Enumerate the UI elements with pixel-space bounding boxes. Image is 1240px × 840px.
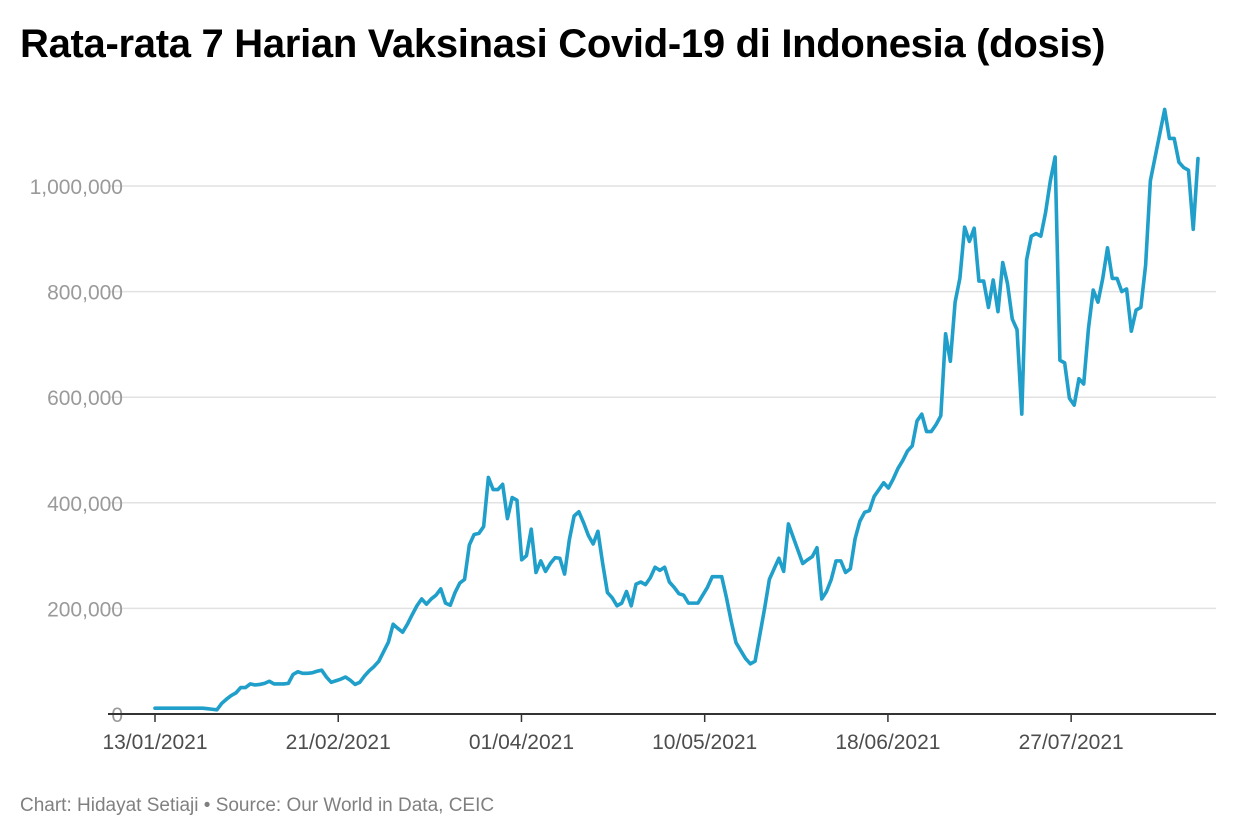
y-axis-ticks: 0 200,000 400,000 600,000 800,000 1,000,000: [30, 176, 123, 727]
y-tick-label: 600,000: [47, 387, 123, 410]
line-chart: 0 200,000 400,000 600,000 800,000 1,000,000 1…: [30, 107, 1216, 754]
chart-title: Rata-rata 7 Harian Vaksinasi Covid-19 di…: [20, 22, 1106, 66]
x-tick-label: 01/04/2021: [469, 731, 574, 754]
x-axis-ticks: 13/01/2021 21/02/2021 01/04/2021 10/05/2021…: [102, 714, 1124, 754]
y-tick-label: 200,000: [47, 598, 123, 621]
x-tick-label: 18/06/2021: [835, 731, 940, 754]
chart-credit: Chart: Hidayat Setiaji: [20, 795, 199, 816]
y-tick-label: 800,000: [47, 282, 123, 305]
y-tick-label: 1,000,000: [30, 176, 123, 199]
series-line: [153, 107, 1200, 712]
gridlines: [108, 185, 1216, 610]
chart-source: Source: Our World in Data, CEIC: [215, 795, 495, 816]
footer-separator: •: [198, 795, 216, 816]
x-tick-label: 10/05/2021: [652, 731, 757, 754]
x-tick-label: 13/01/2021: [102, 731, 207, 754]
x-tick-label: 27/07/2021: [1019, 731, 1124, 754]
chart-footer: Chart: Hidayat Setiaji • Source: Our Wor…: [20, 795, 494, 817]
y-tick-label: 0: [111, 704, 123, 727]
x-tick-label: 21/02/2021: [286, 731, 391, 754]
y-tick-label: 400,000: [47, 493, 123, 516]
